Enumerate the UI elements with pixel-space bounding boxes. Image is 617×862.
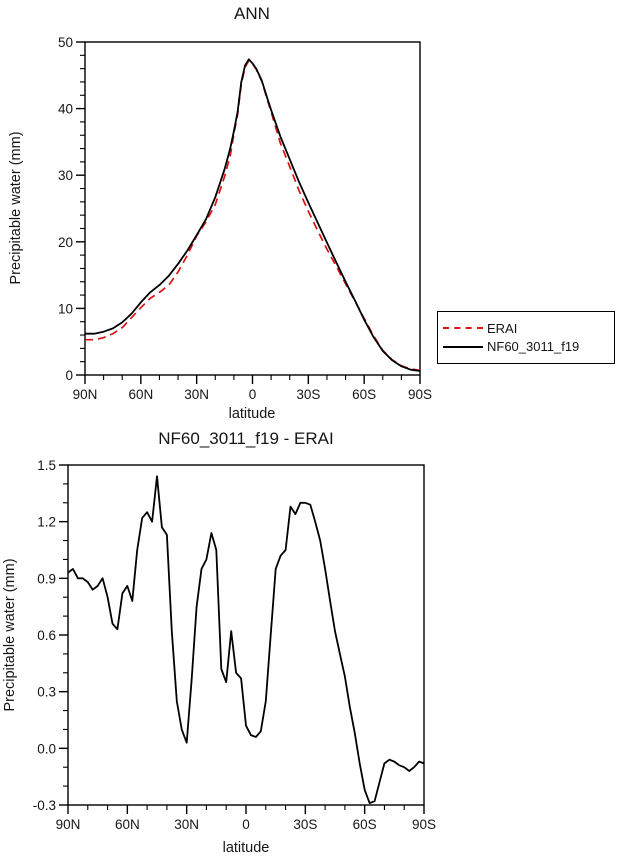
y-tick-label: 40 xyxy=(58,102,73,117)
x-tick-label: 60N xyxy=(128,387,153,402)
erai-line-sample-icon xyxy=(443,327,483,330)
series-line-nf60-3011-f19 xyxy=(85,58,421,372)
x-tick-label: 60N xyxy=(115,817,140,832)
y-tick-label: 0 xyxy=(65,368,73,383)
y-tick-label: 20 xyxy=(58,235,73,250)
y-tick-label: 0.0 xyxy=(37,741,56,756)
series-line-erai xyxy=(85,59,421,372)
top-chart-ylabel: Precipitable water (mm) xyxy=(8,131,24,284)
x-tick-label: 90S xyxy=(412,817,436,832)
x-tick-label: 90N xyxy=(73,387,98,402)
x-tick-label: 0 xyxy=(242,817,250,832)
series-line-nf60-3011-f19-erai xyxy=(67,475,425,804)
plot-frame xyxy=(84,41,421,376)
bottom-chart-title: NF60_3011_f19 - ERAI xyxy=(158,429,333,448)
x-tick-label: 90N xyxy=(56,817,81,832)
y-tick-label: 1.2 xyxy=(37,515,56,530)
x-tick-label: 30S xyxy=(296,387,320,402)
legend-label-nf60-3011-f19: NF60_3011_f19 xyxy=(487,339,580,355)
x-tick-label: 60S xyxy=(353,817,377,832)
y-tick-label: 1.5 xyxy=(37,458,56,473)
legend-label-erai: ERAI xyxy=(487,320,518,336)
top-chart-title: ANN xyxy=(234,4,270,23)
y-tick-label: -0.3 xyxy=(33,798,56,813)
legend-entry-erai: ERAI xyxy=(443,322,609,335)
x-tick-label: 30N xyxy=(184,387,209,402)
y-tick-label: 50 xyxy=(58,35,73,50)
y-tick-label: 0.3 xyxy=(37,685,56,700)
plot-frame xyxy=(67,464,425,806)
legend: ERAI NF60_3011_f19 xyxy=(437,311,615,364)
y-tick-label: 10 xyxy=(58,301,73,316)
x-tick-label: 0 xyxy=(249,387,257,402)
top-chart: 90N 60N 30N 0 30S 60S 90S 0 10 20 30 40 50 xyxy=(58,35,432,402)
y-tick-label: 0.6 xyxy=(37,628,56,643)
top-chart-xlabel: latitude xyxy=(229,406,276,422)
x-tick-label: 30N xyxy=(174,817,199,832)
x-tick-label: 30S xyxy=(293,817,317,832)
bottom-chart: 90N 60N 30N 0 30S 60S 90S -0.3 0.0 0.3 0.6 0.9 1.2 1.… xyxy=(33,458,436,832)
bottom-chart-ylabel: Precipitable water (mm) xyxy=(2,558,18,711)
nf60-3011-f19-line-sample-icon xyxy=(443,345,483,348)
y-tick-label: 30 xyxy=(58,168,73,183)
x-tick-label: 90S xyxy=(408,387,432,402)
legend-entry-nf60-3011-f19: NF60_3011_f19 xyxy=(443,340,609,353)
bottom-chart-xlabel: latitude xyxy=(223,840,270,856)
y-tick-label: 0.9 xyxy=(37,571,56,586)
x-tick-label: 60S xyxy=(352,387,376,402)
